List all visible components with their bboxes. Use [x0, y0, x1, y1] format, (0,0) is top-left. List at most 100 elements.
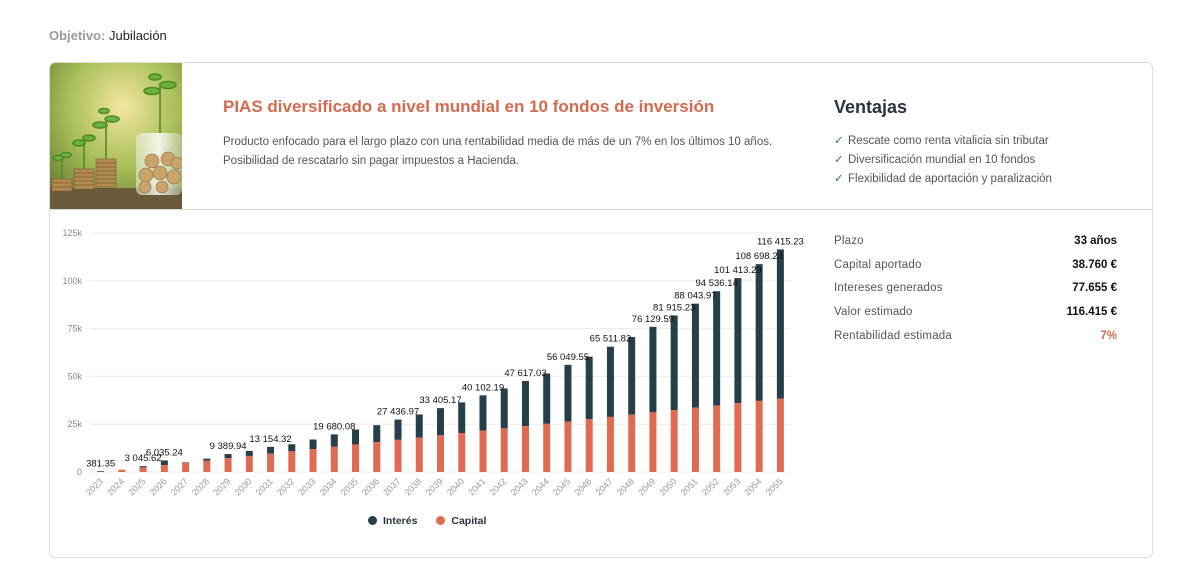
product-image: [50, 63, 182, 209]
ventaja-item: ✓ Flexibilidad de aportación y paralizaci…: [834, 170, 1052, 189]
ventaja-item: ✓ Rescate como renta vitalicia sin tribut…: [834, 132, 1052, 151]
x-tick-label: 2047: [594, 476, 615, 497]
bar-capital: [373, 442, 381, 472]
bar-capital: [543, 423, 551, 472]
data-label: 19 680.08: [313, 421, 355, 432]
bar-capital: [500, 428, 508, 472]
bar-capital: [160, 465, 168, 472]
bar-interest: [670, 315, 678, 411]
ventajas-title: Ventajas: [834, 97, 908, 117]
x-tick-label: 2040: [445, 476, 466, 497]
data-label: 381.35: [86, 458, 115, 469]
data-label: 65 511.82: [590, 334, 632, 345]
bar-capital: [203, 460, 211, 472]
chart-legend: Interés Capital: [368, 515, 502, 527]
bar-interest: [543, 373, 551, 424]
y-tick-label: 25k: [67, 419, 82, 429]
capital-dot-icon: [436, 516, 446, 525]
bar-capital: [606, 416, 614, 472]
bar-capital: [437, 435, 444, 472]
bar-capital: [776, 398, 784, 472]
bar-interest: [160, 460, 168, 466]
product-description: Producto enfocado para el largo plazo co…: [223, 136, 773, 167]
data-label: 33 405.17: [419, 395, 461, 406]
bar-capital: [352, 444, 360, 472]
bar-interest: [373, 425, 381, 443]
bar-interest: [585, 356, 593, 420]
x-tick-label: 2028: [190, 476, 211, 497]
x-tick-label: 2043: [509, 476, 530, 497]
product-card: PIAS diversificado a nivel mundial en 10…: [49, 62, 1153, 558]
data-label: 6 035.24: [146, 447, 183, 458]
check-icon: ✓: [834, 173, 844, 185]
data-label: 13 154.32: [249, 434, 291, 445]
data-label: 116 415.23: [757, 236, 804, 247]
x-tick-label: 2050: [657, 476, 678, 497]
x-tick-label: 2037: [381, 476, 402, 497]
bar-interest: [755, 264, 763, 401]
data-label: 76 129.59: [632, 314, 674, 325]
bar-interest: [564, 364, 572, 422]
data-label: 101 413.29: [714, 265, 762, 276]
bar-interest: [139, 466, 147, 468]
bar-interest: [628, 337, 636, 415]
x-tick-label: 2025: [126, 476, 147, 497]
bar-capital: [713, 405, 721, 472]
x-tick-label: 2042: [487, 476, 508, 497]
stat-row-intereses: Intereses generados 77.655 €: [834, 282, 1117, 295]
y-tick-label: 50k: [67, 371, 82, 381]
bar-interest: [394, 419, 402, 440]
ventajas-list: ✓ Rescate como renta vitalicia sin tribut…: [834, 132, 1052, 189]
objective-line: Objetivo: Jubilación: [49, 28, 167, 43]
bar-interest: [500, 388, 508, 429]
bar-interest: [458, 402, 466, 433]
y-tick-label: 100k: [62, 276, 82, 286]
x-tick-label: 2031: [254, 476, 275, 497]
bar-capital: [245, 455, 253, 472]
bar-interest: [224, 454, 232, 459]
bar-capital: [521, 426, 529, 472]
x-tick-label: 2052: [700, 476, 721, 497]
objective-label: Objetivo:: [49, 28, 106, 43]
bar-interest: [713, 291, 721, 406]
legend-capital[interactable]: Capital: [436, 515, 486, 527]
bar-capital: [585, 419, 593, 472]
bar-interest: [203, 458, 211, 461]
x-tick-label: 2053: [721, 476, 742, 497]
bar-capital: [670, 410, 678, 472]
bar-capital: [139, 467, 147, 472]
stat-row-capital: Capital aportado 38.760 €: [834, 258, 1117, 271]
x-tick-label: 2026: [148, 476, 169, 497]
x-tick-label: 2049: [636, 476, 657, 497]
y-tick-label: 0: [77, 467, 82, 477]
product-title: PIAS diversificado a nivel mundial en 10…: [223, 97, 715, 116]
bar-capital: [458, 432, 466, 472]
bar-interest: [437, 408, 444, 436]
x-tick-label: 2033: [296, 476, 317, 497]
bar-capital: [649, 412, 657, 472]
bar-interest: [649, 326, 657, 413]
bar-capital: [691, 407, 699, 472]
bar-interest: [97, 471, 105, 472]
bar-capital: [628, 414, 636, 472]
ventaja-item: ✓ Diversificación mundial en 10 fondos: [834, 151, 1052, 170]
bar-interest: [182, 462, 190, 463]
x-tick-label: 2048: [615, 476, 636, 497]
projection-chart: 0 25k 50k 75k 100k 125k 2023 2024 2025 2026 2027 20…: [50, 210, 810, 557]
x-tick-label: 2036: [360, 476, 381, 497]
y-tick-label: 75k: [67, 324, 82, 334]
x-tick-label: 2035: [339, 476, 360, 497]
bar-capital: [182, 462, 190, 472]
x-tick-label: 2023: [84, 476, 105, 497]
x-tick-label: 2034: [317, 476, 338, 497]
x-tick-label: 2030: [232, 476, 253, 497]
x-tick-label: 2046: [572, 476, 593, 497]
data-label: 40 102.19: [462, 382, 504, 393]
x-tick-label: 2041: [466, 476, 487, 497]
x-tick-label: 2051: [679, 476, 700, 497]
data-label: 47 617.03: [504, 368, 546, 379]
legend-interest[interactable]: Interés: [368, 515, 417, 527]
bar-capital: [394, 439, 402, 472]
interest-dot-icon: [368, 516, 377, 525]
